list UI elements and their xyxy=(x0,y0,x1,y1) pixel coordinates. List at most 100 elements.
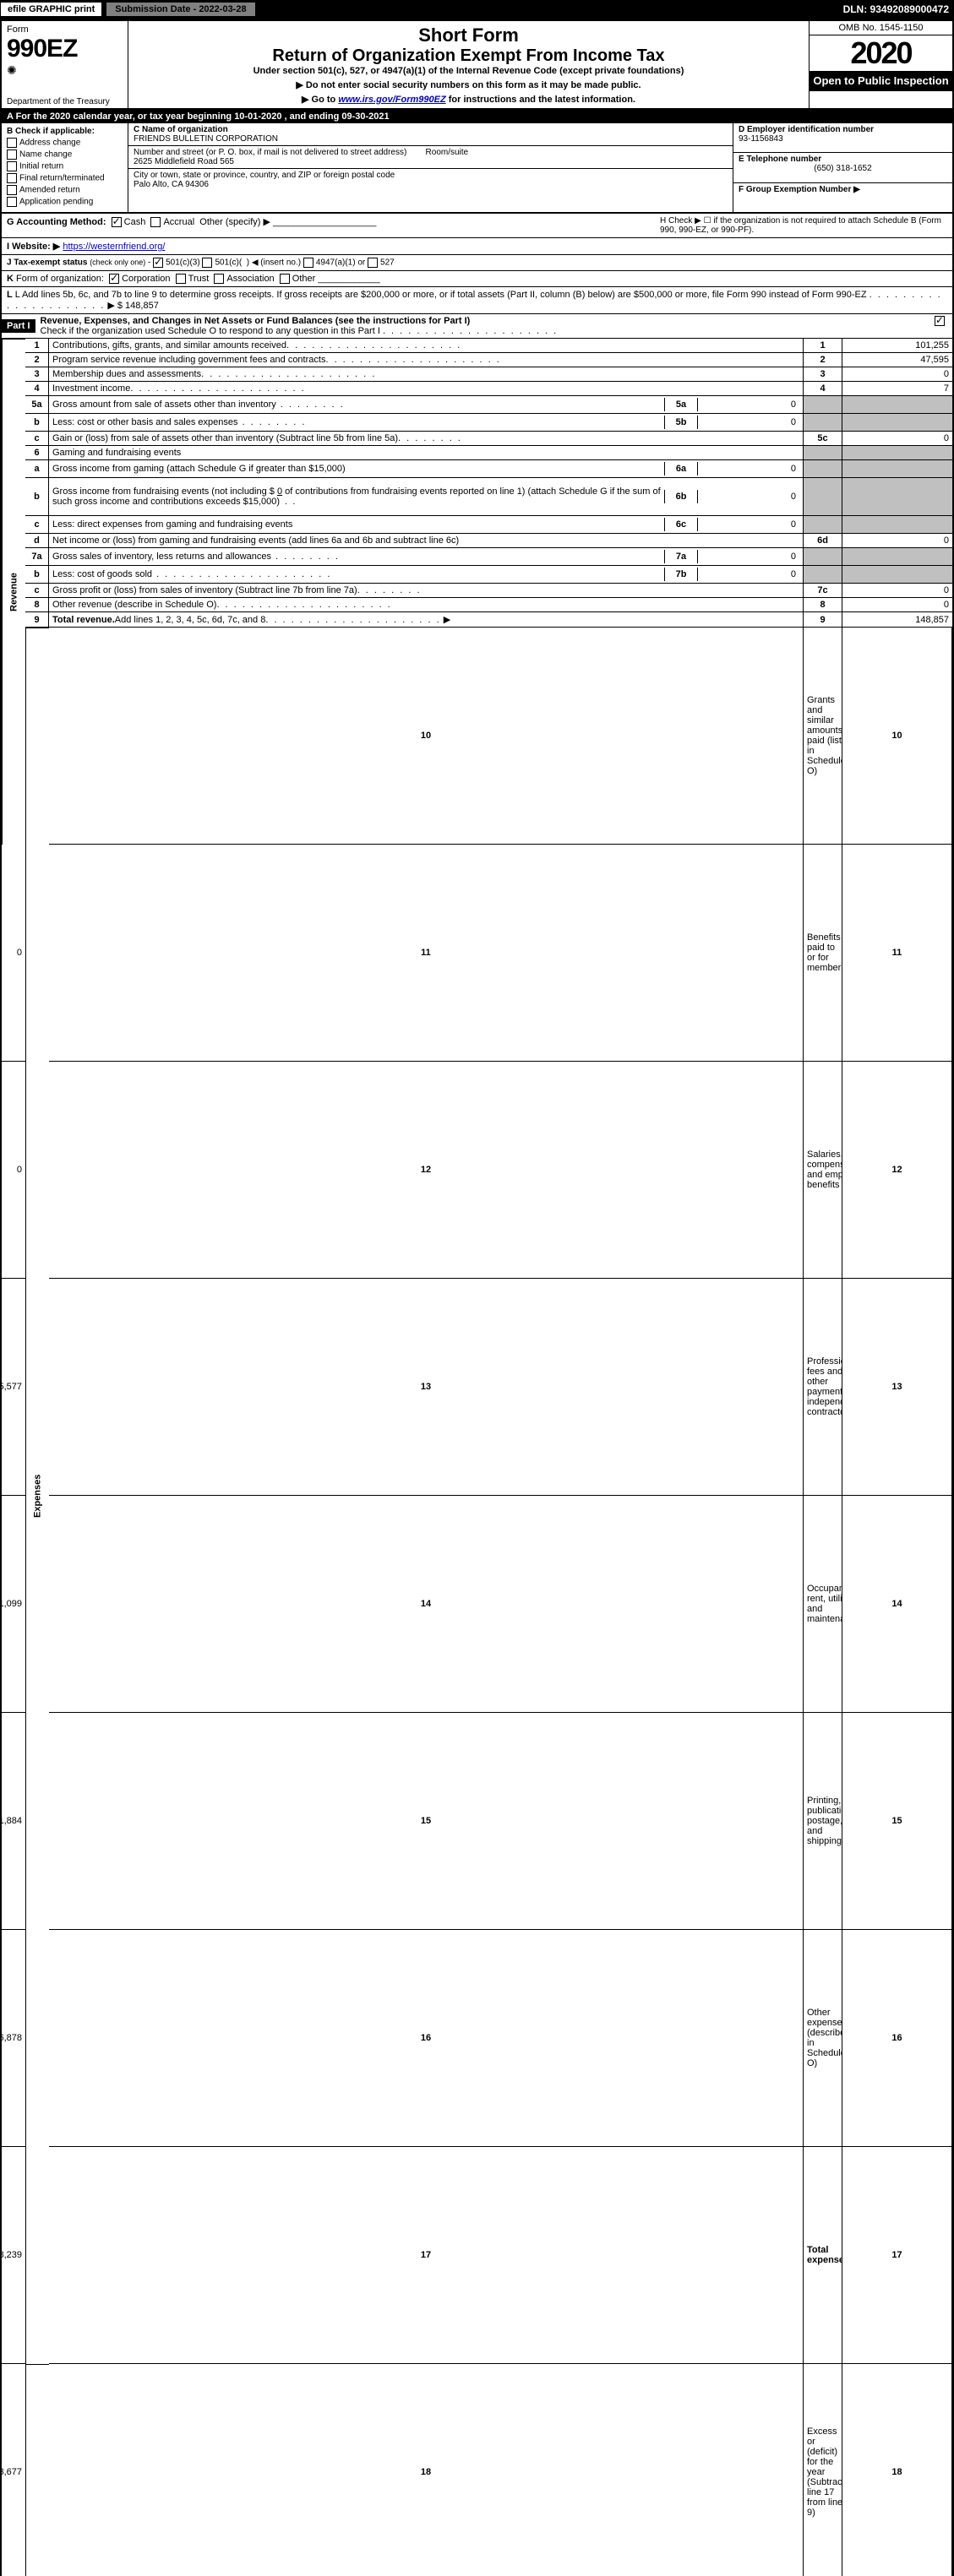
line-14-num: 14 xyxy=(49,1496,804,1713)
tax-year: 2020 xyxy=(810,35,952,71)
cb-name-change[interactable]: Name change xyxy=(7,149,123,160)
short-form-title: Short Form xyxy=(134,24,804,46)
irs-link[interactable]: www.irs.gov/Form990EZ xyxy=(338,95,445,105)
section-g: G Accounting Method: Cash Accrual Other … xyxy=(7,216,660,235)
line-18-ref: 18 xyxy=(842,2364,952,2576)
line-14-ref: 14 xyxy=(842,1496,952,1713)
cb-initial-return[interactable]: Initial return xyxy=(7,161,123,171)
line-12-ref: 12 xyxy=(842,1062,952,1279)
line-2-num: 2 xyxy=(25,353,49,367)
line-7c-ref: 7c xyxy=(804,584,842,598)
line-10-val: 0 xyxy=(2,845,25,1062)
line-3-ref: 3 xyxy=(804,367,842,382)
department-label: Department of the Treasury xyxy=(7,97,110,106)
line-6b-ref xyxy=(804,478,842,516)
line-6c-desc: Less: direct expenses from gaming and fu… xyxy=(49,516,804,534)
instruction-1: ▶ Do not enter social security numbers o… xyxy=(134,79,804,90)
line-6a-val xyxy=(842,460,952,478)
revenue-label: Revenue xyxy=(2,339,25,845)
form-label: Form xyxy=(7,24,123,35)
cb-association[interactable] xyxy=(214,274,224,284)
line-7a-ref xyxy=(804,548,842,566)
line-5b-ref xyxy=(804,414,842,432)
form-number: 990EZ xyxy=(7,35,123,63)
group-exemption-label: F Group Exemption Number ▶ xyxy=(739,185,860,194)
line-13-val: 11,099 xyxy=(2,1496,25,1713)
line-2-val: 47,595 xyxy=(842,353,952,367)
line-18-num: 18 xyxy=(49,2364,804,2576)
part1-table: Revenue 1 Contributions, gifts, grants, … xyxy=(0,339,954,2576)
cb-corporation[interactable] xyxy=(109,274,119,284)
form-subtitle: Under section 501(c), 527, or 4947(a)(1)… xyxy=(134,66,804,76)
cb-cash[interactable] xyxy=(112,217,122,227)
line-15-ref: 15 xyxy=(842,1713,952,1930)
cb-501c[interactable] xyxy=(202,258,212,268)
line-13-ref: 13 xyxy=(842,1279,952,1496)
line-3-val: 0 xyxy=(842,367,952,382)
line-7b-num: b xyxy=(25,566,49,584)
line-7a-desc: Gross sales of inventory, less returns a… xyxy=(49,548,804,566)
line-16-val: 8,239 xyxy=(2,2147,25,2364)
line-6-num: 6 xyxy=(25,446,49,460)
line-9-val: 148,857 xyxy=(842,612,952,628)
instruction-2: ▶ Go to www.irs.gov/Form990EZ for instru… xyxy=(134,94,804,105)
line-10-ref: 10 xyxy=(842,628,952,845)
line-4-desc: Investment income xyxy=(49,382,804,396)
cb-501c3[interactable] xyxy=(153,258,163,268)
street-address: 2625 Middlefield Road 565 xyxy=(134,157,234,166)
line-7c-desc: Gross profit or (loss) from sales of inv… xyxy=(49,584,804,598)
website-link[interactable]: https://westernfriend.org/ xyxy=(63,242,165,252)
line-6b-num: b xyxy=(25,478,49,516)
cb-schedule-o[interactable] xyxy=(935,316,945,326)
line-16-num: 16 xyxy=(49,1930,804,2147)
line-15-val: 16,878 xyxy=(2,1930,25,2147)
tax-year-row: A For the 2020 calendar year, or tax yea… xyxy=(0,110,954,123)
line-5b-val xyxy=(842,414,952,432)
line-9-ref: 9 xyxy=(804,612,842,628)
line-6c-num: c xyxy=(25,516,49,534)
line-15-num: 15 xyxy=(49,1713,804,1930)
city-label: City or town, state or province, country… xyxy=(134,171,395,180)
top-bar: efile GRAPHIC print Submission Date - 20… xyxy=(0,0,954,19)
line-2-ref: 2 xyxy=(804,353,842,367)
cb-address-change[interactable]: Address change xyxy=(7,138,123,148)
section-i: I Website: ▶ https://westernfriend.org/ xyxy=(0,238,954,255)
line-5a-val xyxy=(842,396,952,414)
cb-amended-return[interactable]: Amended return xyxy=(7,185,123,195)
line-1-val: 101,255 xyxy=(842,339,952,353)
section-e: E Telephone number (650) 318-1652 xyxy=(733,153,952,182)
cb-4947[interactable] xyxy=(303,258,313,268)
cb-other-org[interactable] xyxy=(280,274,290,284)
efile-print-button[interactable]: efile GRAPHIC print xyxy=(0,2,102,17)
line-3-num: 3 xyxy=(25,367,49,382)
line-9-desc: Total revenue. Add lines 1, 2, 3, 4, 5c,… xyxy=(49,612,804,628)
section-j: J Tax-exempt status (check only one) - 5… xyxy=(0,255,954,271)
line-5a-ref xyxy=(804,396,842,414)
line-15-desc: Printing, publications, postage, and shi… xyxy=(804,1713,842,1930)
section-b: B Check if applicable: Address change Na… xyxy=(2,123,128,212)
line-12-desc: Salaries, other compensation, and employ… xyxy=(804,1062,842,1279)
line-9-num: 9 xyxy=(25,612,49,628)
line-7b-desc: Less: cost of goods sold 7b 0 xyxy=(49,566,804,584)
line-4-num: 4 xyxy=(25,382,49,396)
line-7b-val xyxy=(842,566,952,584)
line-12-val: 65,577 xyxy=(2,1279,25,1496)
section-k: K Form of organization: Corporation Trus… xyxy=(0,271,954,287)
line-6a-ref xyxy=(804,460,842,478)
line-6c-ref xyxy=(804,516,842,534)
line-1-ref: 1 xyxy=(804,339,842,353)
line-5c-num: c xyxy=(25,432,49,446)
cb-accrual[interactable] xyxy=(150,217,161,227)
line-12-num: 12 xyxy=(49,1062,804,1279)
line-5a-desc: Gross amount from sale of assets other t… xyxy=(49,396,804,414)
form-title: Return of Organization Exempt From Incom… xyxy=(134,46,804,66)
ein-label: D Employer identification number xyxy=(739,125,874,134)
cb-trust[interactable] xyxy=(176,274,186,284)
expenses-label: Expenses xyxy=(25,628,49,2364)
cb-527[interactable] xyxy=(368,258,378,268)
submission-date: Submission Date - 2022-03-28 xyxy=(106,2,255,17)
cb-application-pending[interactable]: Application pending xyxy=(7,197,123,207)
section-d: D Employer identification number 93-1156… xyxy=(733,123,952,153)
line-7c-val: 0 xyxy=(842,584,952,598)
cb-final-return[interactable]: Final return/terminated xyxy=(7,173,123,183)
